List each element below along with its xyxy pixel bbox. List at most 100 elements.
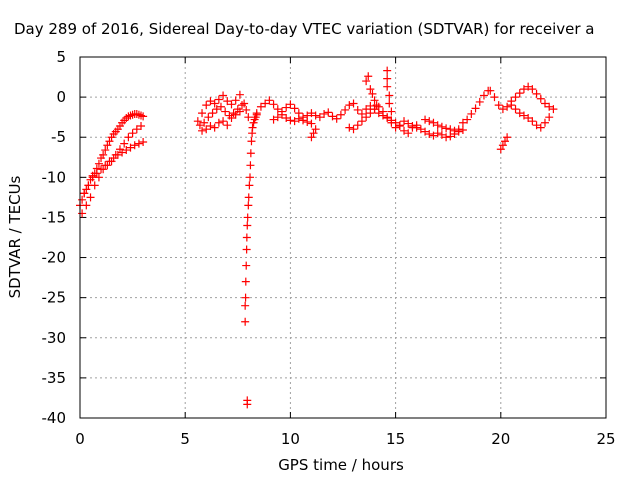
data-point xyxy=(309,129,318,138)
data-point xyxy=(198,109,207,118)
data-point xyxy=(372,101,381,110)
data-point xyxy=(364,72,373,81)
data-point xyxy=(503,133,512,142)
data-point xyxy=(139,138,148,147)
y-tick-label: -10 xyxy=(42,168,67,186)
data-point xyxy=(252,109,261,118)
data-point xyxy=(216,102,225,111)
data-point xyxy=(261,99,270,108)
data-point xyxy=(244,113,253,122)
data-point xyxy=(519,111,528,120)
data-point xyxy=(265,96,274,105)
data-point xyxy=(128,129,137,138)
data-point xyxy=(450,126,459,135)
data-point xyxy=(139,112,148,121)
y-tick-label: 5 xyxy=(56,48,66,66)
data-point xyxy=(540,118,549,127)
data-point xyxy=(134,110,143,119)
x-tick-label: 25 xyxy=(596,430,615,448)
data-point xyxy=(235,107,244,116)
data-point xyxy=(80,189,89,198)
data-point xyxy=(227,100,236,109)
data-point xyxy=(238,101,247,110)
data-point xyxy=(383,66,392,75)
data-point xyxy=(545,102,554,111)
data-point xyxy=(490,93,499,102)
data-point xyxy=(536,94,545,103)
data-point xyxy=(130,141,139,150)
data-point xyxy=(345,123,354,132)
data-point xyxy=(282,103,291,112)
data-point xyxy=(241,293,250,302)
data-point xyxy=(223,97,232,106)
data-point xyxy=(198,126,207,135)
x-tick-label: 0 xyxy=(75,430,85,448)
data-point xyxy=(311,111,320,120)
data-point xyxy=(243,213,252,222)
data-point xyxy=(94,159,103,168)
data-point xyxy=(219,91,228,100)
data-point xyxy=(137,121,146,130)
data-point xyxy=(247,137,256,146)
data-point xyxy=(244,193,253,202)
data-point xyxy=(421,115,430,124)
data-point xyxy=(532,89,541,98)
data-point xyxy=(126,143,135,152)
data-point xyxy=(383,74,392,83)
data-point xyxy=(503,102,512,111)
data-point xyxy=(528,117,537,126)
y-tick-label: -35 xyxy=(42,369,67,387)
data-point xyxy=(82,185,91,194)
data-point xyxy=(429,118,438,127)
data-point xyxy=(290,104,299,113)
data-point xyxy=(320,109,329,118)
data-point xyxy=(256,102,265,111)
data-point xyxy=(101,161,110,170)
data-point xyxy=(370,105,379,114)
data-point xyxy=(206,121,215,130)
data-point xyxy=(324,108,333,117)
data-point xyxy=(496,145,505,154)
data-point xyxy=(105,137,114,146)
data-points xyxy=(76,66,558,409)
data-point xyxy=(244,201,253,210)
data-point xyxy=(511,105,520,114)
data-point xyxy=(416,125,425,134)
data-point xyxy=(105,157,114,166)
data-point xyxy=(400,117,409,126)
data-point xyxy=(463,115,472,124)
data-point xyxy=(118,148,127,157)
data-point xyxy=(349,125,358,134)
data-point xyxy=(273,105,282,114)
y-tick-label: -25 xyxy=(42,289,67,307)
y-tick-label: -40 xyxy=(42,409,67,427)
data-point xyxy=(362,77,371,86)
data-point xyxy=(202,125,211,134)
y-tick-label: -15 xyxy=(42,208,67,226)
data-point xyxy=(507,101,516,110)
data-point xyxy=(103,141,112,150)
x-tick-label: 15 xyxy=(386,430,405,448)
data-point xyxy=(113,150,122,159)
data-point xyxy=(200,118,209,127)
data-point xyxy=(345,101,354,110)
data-point xyxy=(88,173,97,182)
data-point xyxy=(315,113,324,122)
data-point xyxy=(86,193,95,202)
data-point xyxy=(246,161,255,170)
data-point xyxy=(385,99,394,108)
data-point xyxy=(479,91,488,100)
data-point xyxy=(446,132,455,141)
data-point xyxy=(429,131,438,140)
data-point xyxy=(212,105,221,114)
data-point xyxy=(202,101,211,110)
data-point xyxy=(383,82,392,91)
data-point xyxy=(299,116,308,125)
data-point xyxy=(425,130,434,139)
data-point xyxy=(245,181,254,190)
data-point xyxy=(242,261,251,270)
data-point xyxy=(395,121,404,130)
data-point xyxy=(437,130,446,139)
data-point xyxy=(231,110,240,119)
